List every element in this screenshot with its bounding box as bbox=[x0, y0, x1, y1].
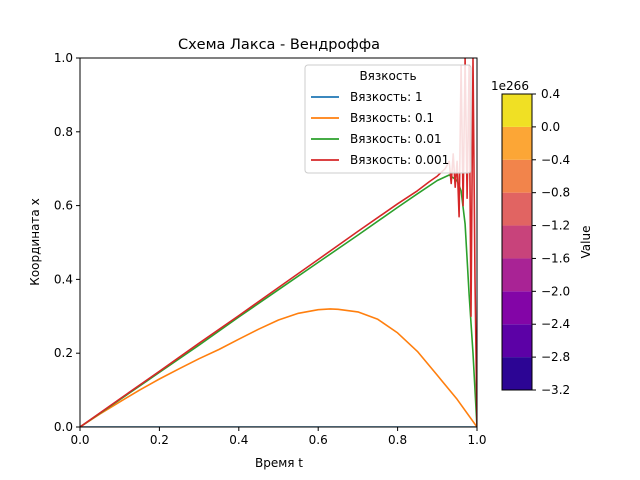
colorbar-label: Value bbox=[579, 226, 593, 259]
y-axis-label: Координата x bbox=[28, 198, 42, 285]
colorbar-tick-label: −2.8 bbox=[541, 350, 570, 364]
x-axis-label: Время t bbox=[255, 456, 303, 470]
legend-title: Вязкость bbox=[359, 69, 416, 83]
x-tick-label: 0.0 bbox=[70, 433, 89, 447]
colorbar-tick-label: −0.8 bbox=[541, 186, 570, 200]
y-tick-label: 1.0 bbox=[54, 51, 73, 65]
plot-frame bbox=[79, 57, 478, 428]
y-tick-label: 0.8 bbox=[54, 125, 73, 139]
chart-title: Схема Лакса - Вендроффа bbox=[178, 37, 380, 53]
y-tick-label: 0.6 bbox=[54, 199, 73, 213]
legend-label: Вязкость: 0.001 bbox=[350, 153, 449, 167]
colorbar-band bbox=[502, 159, 532, 193]
x-axis: 0.0 0.2 0.4 0.6 0.8 1.0 bbox=[70, 427, 487, 447]
colorbar-offset-text: 1e266 bbox=[491, 79, 529, 93]
legend-label: Вязкость: 0.01 bbox=[350, 132, 442, 146]
colorbar-band bbox=[502, 357, 532, 390]
x-tick-label: 0.6 bbox=[309, 433, 328, 447]
x-tick-label: 0.4 bbox=[229, 433, 248, 447]
colorbar-band bbox=[502, 324, 532, 358]
colorbar-ticks: 0.4 0.0 −0.4 −0.8 −1.2 −1.6 −2.0 −2.4 −2.8 −3.2 bbox=[532, 87, 570, 397]
legend-box bbox=[304, 64, 472, 174]
series-line bbox=[80, 308, 477, 427]
colorbar-band bbox=[502, 225, 532, 259]
y-axis: 0.0 0.2 0.4 0.6 0.8 1.0 bbox=[54, 51, 80, 434]
y-tick-label: 0.2 bbox=[54, 346, 73, 360]
colorbar-tick-label: 0.0 bbox=[541, 120, 560, 134]
colorbar-tick-label: −1.2 bbox=[541, 219, 570, 233]
legend-label: Вязкость: 1 bbox=[350, 90, 423, 104]
x-tick-label: 0.2 bbox=[150, 433, 169, 447]
colorbar-band bbox=[502, 192, 532, 226]
colorbar-band bbox=[502, 291, 532, 325]
colorbar-tick-label: −2.0 bbox=[541, 284, 570, 298]
colorbar-band bbox=[502, 94, 532, 127]
colorbar-frame bbox=[501, 93, 533, 391]
legend-label: Вязкость: 0.1 bbox=[350, 111, 434, 125]
colorbar-bands bbox=[502, 94, 532, 390]
x-tick-label: 0.8 bbox=[388, 433, 407, 447]
y-tick-label: 0.0 bbox=[54, 420, 73, 434]
colorbar-tick-label: −2.4 bbox=[541, 317, 570, 331]
y-tick-label: 0.4 bbox=[54, 272, 73, 286]
colorbar: 0.4 0.0 −0.4 −0.8 −1.2 −1.6 −2.0 −2.4 −2.8 −3.2 1… bbox=[491, 79, 593, 397]
colorbar-band bbox=[502, 126, 532, 160]
colorbar-tick-label: −1.6 bbox=[541, 251, 570, 265]
legend-entries: Вязкость: 1 Вязкость: 0.1 Вязкость: 0.01 Вя… bbox=[311, 90, 449, 167]
x-tick-label: 1.0 bbox=[467, 433, 486, 447]
colorbar-band bbox=[502, 258, 532, 292]
series-line bbox=[80, 174, 477, 427]
colorbar-tick-label: −0.4 bbox=[541, 153, 570, 167]
colorbar-tick-label: 0.4 bbox=[541, 87, 560, 101]
colorbar-tick-label: −3.2 bbox=[541, 383, 570, 397]
